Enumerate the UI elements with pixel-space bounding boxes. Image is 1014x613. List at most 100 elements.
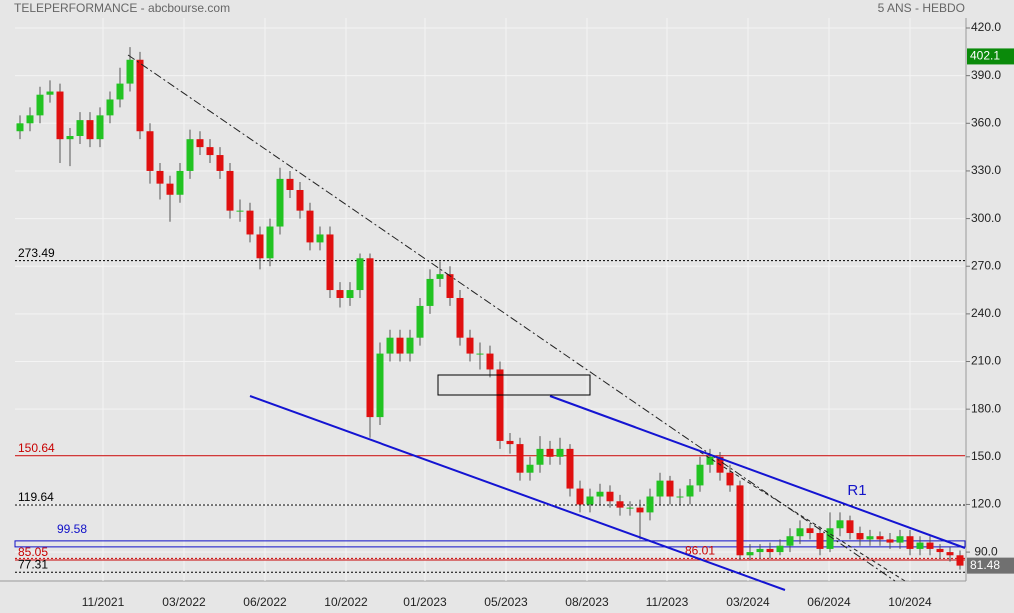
level-label: 99.58: [57, 522, 87, 536]
candle-body: [876, 536, 884, 540]
x-tick-label: 11/2023: [646, 595, 689, 609]
candle-body: [86, 120, 94, 140]
candle-body: [226, 170, 234, 211]
y-tick-label: 120.0: [971, 497, 1001, 511]
candle-body: [866, 536, 874, 540]
candle-body: [46, 91, 54, 95]
level-band: [14, 540, 966, 548]
x-tick-label: 01/2023: [403, 595, 447, 609]
y-tick-label: 240.0: [971, 306, 1001, 320]
candle-body: [466, 337, 474, 354]
candle-body: [146, 131, 154, 171]
price-tag-label: 81.48: [970, 558, 1000, 572]
candle-body: [366, 258, 374, 418]
candle-body: [926, 542, 934, 549]
level-label: 85.05: [18, 545, 48, 559]
x-tick-label: 10/2024: [888, 595, 932, 609]
level-label: 119.64: [18, 490, 54, 504]
y-tick-label: 270.0: [971, 258, 1001, 272]
candle-body: [256, 234, 264, 259]
candle-body: [476, 353, 484, 355]
x-tick-label: 06/2022: [243, 595, 287, 609]
candle-body: [656, 480, 664, 497]
annotation: R1: [847, 482, 866, 499]
candle-body: [176, 170, 184, 195]
candle-body: [746, 552, 754, 556]
zone-box: [437, 374, 591, 396]
candle-body: [136, 59, 144, 132]
candle-body: [456, 297, 464, 338]
candle-body: [816, 533, 824, 549]
candle-body: [806, 528, 814, 534]
candle-body: [26, 115, 34, 124]
candle-body: [296, 189, 304, 211]
candle-body: [536, 448, 544, 465]
candle-body: [516, 444, 524, 473]
candle-body: [596, 491, 604, 497]
candle-body: [406, 337, 414, 354]
candle-body: [696, 464, 704, 486]
candle-body: [836, 520, 844, 529]
channel-line: [249, 395, 786, 591]
candle-body: [356, 258, 364, 291]
y-tick-label: 150.0: [971, 449, 1001, 463]
candle-body: [396, 337, 404, 354]
candle-body: [426, 278, 434, 306]
price-tag: [967, 48, 1014, 65]
candle-body: [196, 139, 204, 148]
channel-line: [549, 395, 966, 549]
candle-body: [96, 115, 104, 140]
candle-body: [726, 472, 734, 486]
chart-title: TELEPERFORMANCE - abcbourse.com: [14, 1, 230, 15]
x-tick-label: 03/2022: [162, 595, 206, 609]
candle-body: [916, 542, 924, 549]
y-tick-label: 330.0: [971, 163, 1001, 177]
x-tick-label: 08/2023: [565, 595, 609, 609]
candle-body: [556, 448, 564, 457]
candle-body: [766, 548, 774, 553]
y-tick-label: 360.0: [971, 115, 1001, 129]
candle-body: [686, 485, 694, 497]
candle-body: [626, 507, 634, 509]
candle-body: [616, 501, 624, 508]
x-tick-label: 03/2024: [726, 595, 770, 609]
y-tick-label: 210.0: [971, 354, 1001, 368]
candle-body: [606, 491, 614, 502]
level-label: 273.49: [18, 246, 55, 260]
candle-body: [896, 536, 904, 543]
candle-body: [886, 539, 894, 543]
candle-body: [666, 480, 674, 497]
candle-body: [156, 170, 164, 184]
y-tick-label: 300.0: [971, 211, 1001, 225]
candle-body: [776, 545, 784, 553]
candle-body: [126, 59, 134, 84]
candle-body: [856, 533, 864, 540]
candle-body: [206, 147, 214, 156]
x-tick-label: 11/2021: [82, 595, 125, 609]
y-tick-label: 390.0: [971, 68, 1001, 82]
candle-body: [846, 520, 854, 534]
candle-body: [316, 234, 324, 243]
candle-body: [336, 290, 344, 298]
y-tick-label: 180.0: [971, 401, 1001, 415]
chart-subtitle: 5 ANS - HEBDO: [878, 1, 965, 15]
x-tick-label: 10/2022: [324, 595, 368, 609]
candle-body: [36, 94, 44, 116]
candle-body: [446, 274, 454, 298]
price-tag-label: 402.1: [970, 49, 1000, 63]
x-tick-label: 05/2023: [484, 595, 528, 609]
candle-body: [676, 496, 684, 498]
candle-body: [56, 91, 64, 140]
x-tick-label: 06/2024: [807, 595, 851, 609]
candle-body: [946, 552, 954, 556]
candle-body: [326, 234, 334, 291]
candle-body: [186, 139, 194, 171]
trendline: [699, 451, 906, 582]
candle-body: [636, 507, 644, 513]
candle-body: [936, 548, 944, 553]
candle-body: [646, 496, 654, 513]
candle-body: [106, 99, 114, 116]
candle-body: [496, 369, 504, 441]
candle-body: [376, 353, 384, 418]
